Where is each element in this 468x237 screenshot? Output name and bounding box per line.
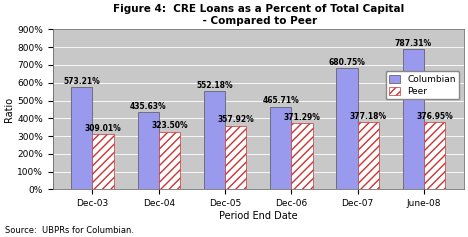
- Bar: [358, 122, 379, 190]
- Text: 435.63%: 435.63%: [130, 101, 167, 110]
- Bar: [159, 132, 180, 190]
- Text: 573.21%: 573.21%: [64, 77, 100, 86]
- Bar: [71, 87, 93, 190]
- Bar: [138, 112, 159, 190]
- Bar: [336, 68, 358, 190]
- Legend: Columbian, Peer: Columbian, Peer: [386, 71, 459, 100]
- Bar: [424, 122, 445, 190]
- Text: 552.18%: 552.18%: [196, 81, 233, 90]
- Text: Source:  UBPRs for Columbian.: Source: UBPRs for Columbian.: [5, 226, 134, 235]
- Text: 323.50%: 323.50%: [151, 122, 188, 131]
- Bar: [225, 126, 246, 190]
- Text: 787.31%: 787.31%: [395, 39, 432, 48]
- Text: 309.01%: 309.01%: [85, 124, 121, 133]
- Y-axis label: Ratio: Ratio: [4, 97, 14, 122]
- Bar: [204, 91, 225, 190]
- X-axis label: Period End Date: Period End Date: [219, 211, 298, 221]
- Bar: [93, 134, 114, 190]
- Text: 376.95%: 376.95%: [416, 112, 453, 121]
- Text: 680.75%: 680.75%: [329, 58, 366, 67]
- Text: 377.18%: 377.18%: [350, 112, 387, 121]
- Text: 357.92%: 357.92%: [217, 115, 254, 124]
- Text: 465.71%: 465.71%: [263, 96, 299, 105]
- Bar: [402, 49, 424, 190]
- Text: 371.29%: 371.29%: [284, 113, 321, 122]
- Bar: [270, 107, 292, 190]
- Title: Figure 4:  CRE Loans as a Percent of Total Capital
 - Compared to Peer: Figure 4: CRE Loans as a Percent of Tota…: [113, 4, 404, 26]
- Bar: [292, 123, 313, 190]
